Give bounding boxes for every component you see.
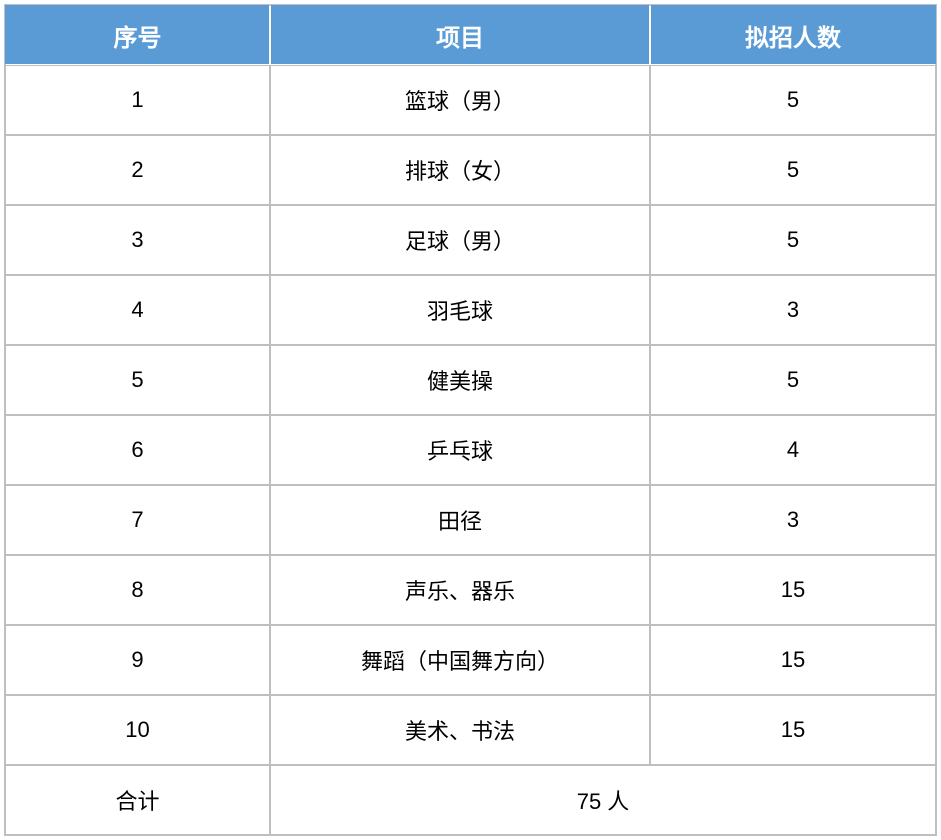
cell-count: 15 bbox=[650, 625, 936, 695]
header-cell-count: 拟招人数 bbox=[650, 5, 936, 65]
cell-count: 5 bbox=[650, 135, 936, 205]
cell-item: 健美操 bbox=[270, 345, 650, 415]
cell-index: 10 bbox=[5, 695, 270, 765]
cell-count: 15 bbox=[650, 695, 936, 765]
table-row: 5 健美操 5 bbox=[5, 345, 936, 415]
table-row: 1 篮球（男） 5 bbox=[5, 65, 936, 135]
table-row: 10 美术、书法 15 bbox=[5, 695, 936, 765]
cell-item: 田径 bbox=[270, 485, 650, 555]
table-header-row: 序号 项目 拟招人数 bbox=[5, 5, 936, 65]
cell-count: 5 bbox=[650, 205, 936, 275]
table-row: 4 羽毛球 3 bbox=[5, 275, 936, 345]
cell-index: 3 bbox=[5, 205, 270, 275]
cell-item: 篮球（男） bbox=[270, 65, 650, 135]
table-row: 6 乒乓球 4 bbox=[5, 415, 936, 485]
cell-count: 15 bbox=[650, 555, 936, 625]
table-row: 3 足球（男） 5 bbox=[5, 205, 936, 275]
cell-item: 排球（女） bbox=[270, 135, 650, 205]
cell-index: 4 bbox=[5, 275, 270, 345]
cell-count: 5 bbox=[650, 345, 936, 415]
table-row: 9 舞蹈（中国舞方向） 15 bbox=[5, 625, 936, 695]
cell-index: 7 bbox=[5, 485, 270, 555]
cell-index: 6 bbox=[5, 415, 270, 485]
cell-index: 8 bbox=[5, 555, 270, 625]
cell-count: 5 bbox=[650, 65, 936, 135]
table-footer-row: 合计 75 人 bbox=[5, 765, 936, 835]
table-row: 8 声乐、器乐 15 bbox=[5, 555, 936, 625]
cell-item: 足球（男） bbox=[270, 205, 650, 275]
table-row: 2 排球（女） 5 bbox=[5, 135, 936, 205]
cell-item: 乒乓球 bbox=[270, 415, 650, 485]
cell-count: 3 bbox=[650, 275, 936, 345]
cell-index: 1 bbox=[5, 65, 270, 135]
footer-value: 75 人 bbox=[270, 765, 936, 835]
recruitment-table: 序号 项目 拟招人数 1 篮球（男） 5 2 排球（女） 5 3 足球（男） 5… bbox=[4, 4, 937, 836]
table-row: 7 田径 3 bbox=[5, 485, 936, 555]
cell-item: 羽毛球 bbox=[270, 275, 650, 345]
cell-item: 美术、书法 bbox=[270, 695, 650, 765]
header-cell-index: 序号 bbox=[5, 5, 270, 65]
header-cell-item: 项目 bbox=[270, 5, 650, 65]
cell-index: 5 bbox=[5, 345, 270, 415]
footer-label: 合计 bbox=[5, 765, 270, 835]
cell-index: 9 bbox=[5, 625, 270, 695]
cell-item: 声乐、器乐 bbox=[270, 555, 650, 625]
cell-item: 舞蹈（中国舞方向） bbox=[270, 625, 650, 695]
cell-count: 4 bbox=[650, 415, 936, 485]
cell-count: 3 bbox=[650, 485, 936, 555]
cell-index: 2 bbox=[5, 135, 270, 205]
